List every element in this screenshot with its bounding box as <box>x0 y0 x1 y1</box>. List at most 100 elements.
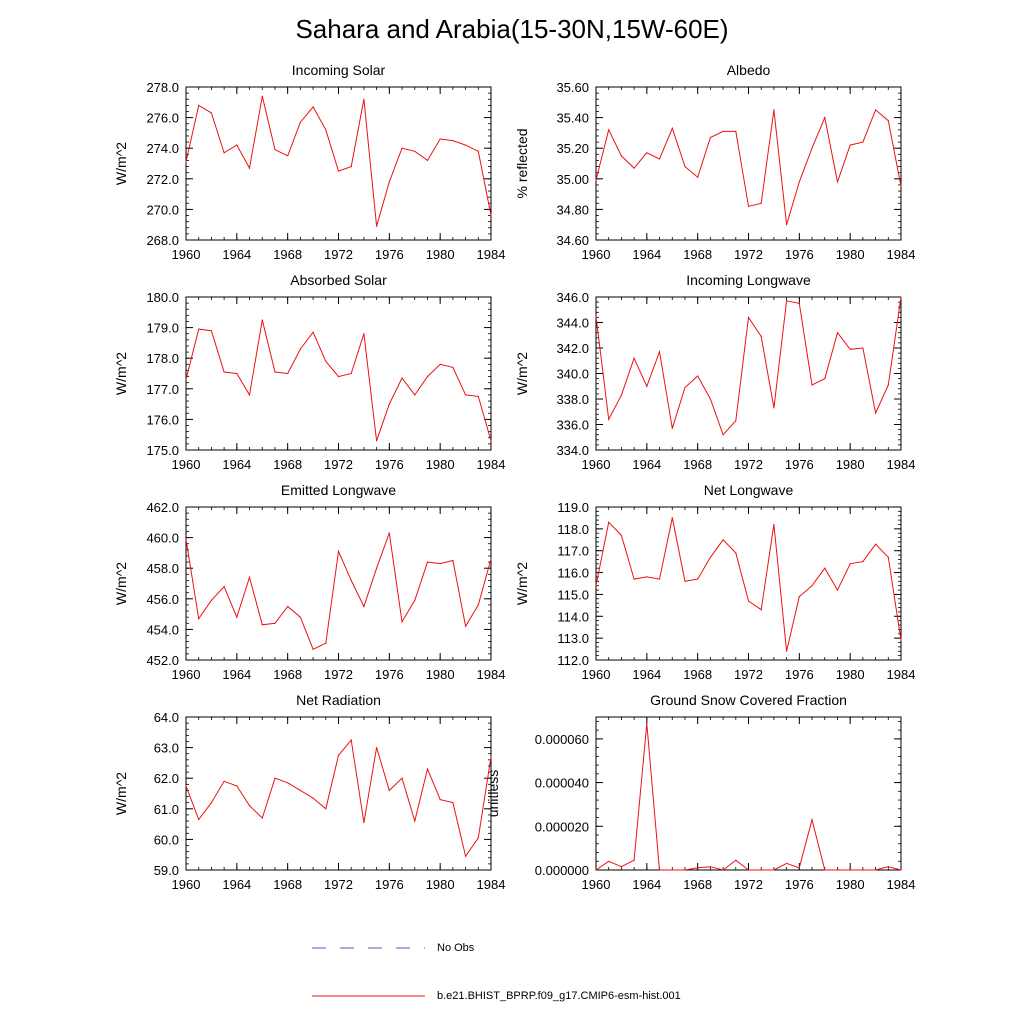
data-point <box>287 372 289 375</box>
panel-title: Albedo <box>727 62 771 78</box>
chart-panel-3: 1960 1964 1968 1972 1976 1980 1984 334.0 336.0 33… <box>514 272 915 472</box>
data-point <box>798 867 800 869</box>
data-point <box>477 837 479 839</box>
data-point <box>439 138 441 140</box>
y-tick-label: 115.0 <box>557 587 589 602</box>
y-tick-label: 454.0 <box>146 622 179 637</box>
y-axis-label: W/m^2 <box>514 562 530 605</box>
y-tick-label: 462.0 <box>146 500 179 515</box>
data-point <box>452 366 454 368</box>
data-point <box>887 384 889 386</box>
y-tick-label: 35.20 <box>556 141 589 156</box>
data-point <box>465 394 467 396</box>
data-point <box>439 563 441 565</box>
x-tick-label: 1976 <box>785 877 814 892</box>
x-tick-label: 1980 <box>426 457 455 472</box>
data-point <box>350 166 352 168</box>
data-point <box>811 384 813 386</box>
x-tick-label: 1972 <box>734 457 763 472</box>
x-tick-label: 1964 <box>632 247 661 262</box>
data-point <box>824 117 826 119</box>
data-point <box>363 605 365 608</box>
data-point <box>849 563 851 565</box>
data-point <box>773 869 775 871</box>
data-point <box>633 859 635 861</box>
x-tick-label: 1968 <box>683 667 712 682</box>
y-tick-label: 176.0 <box>146 412 179 427</box>
data-point <box>900 296 902 298</box>
data-point <box>287 605 289 608</box>
data-point <box>773 109 775 111</box>
x-tick-label: 1960 <box>172 457 201 472</box>
data-point <box>312 331 314 333</box>
data-point <box>325 129 327 131</box>
data-point <box>388 532 390 534</box>
data-point <box>887 120 889 122</box>
y-tick-label: 118.0 <box>557 522 589 537</box>
data-point <box>671 517 673 519</box>
y-tick-label: 0.000020 <box>535 819 589 834</box>
data-point <box>337 376 340 378</box>
data-point <box>747 600 750 602</box>
chart-panel-7: 1960 1964 1968 1972 1976 1980 1984 0.000000 0.00… <box>485 692 915 892</box>
data-point <box>608 418 610 420</box>
y-tick-label: 112.0 <box>557 653 589 668</box>
data-point <box>646 576 648 578</box>
data-point <box>401 777 403 779</box>
y-tick-label: 178.0 <box>146 351 179 366</box>
data-point <box>185 538 187 540</box>
series-line <box>185 319 492 441</box>
data-point <box>709 556 712 558</box>
y-axis-label: unitless <box>485 770 501 817</box>
y-tick-label: 60.0 <box>154 832 179 847</box>
data-point <box>401 147 403 149</box>
data-point <box>426 561 429 563</box>
data-point <box>709 136 712 139</box>
data-point <box>786 862 788 865</box>
data-point <box>836 332 839 334</box>
data-point <box>608 521 610 523</box>
chart-panel-5: 1960 1964 1968 1972 1976 1980 1984 112.0 113.0 11… <box>514 482 915 682</box>
data-point <box>465 855 467 857</box>
data-point <box>477 395 479 397</box>
data-point <box>875 869 877 871</box>
series-line <box>185 532 492 650</box>
data-point <box>490 440 492 442</box>
data-point <box>798 596 800 598</box>
y-tick-label: 272.0 <box>146 172 179 187</box>
series-line <box>185 738 492 858</box>
series-line <box>595 517 902 652</box>
data-point <box>646 723 648 725</box>
data-point <box>299 616 301 618</box>
data-point <box>325 360 327 362</box>
data-point <box>620 534 623 537</box>
data-point <box>646 385 648 387</box>
x-tick-label: 1972 <box>324 247 353 262</box>
x-tick-label: 1972 <box>734 877 763 892</box>
data-point <box>722 539 724 541</box>
data-point <box>210 599 212 601</box>
data-point <box>261 319 263 321</box>
data-point <box>722 434 724 436</box>
data-point <box>414 820 416 822</box>
data-point <box>299 789 301 792</box>
data-point <box>836 869 839 871</box>
data-point <box>875 543 877 545</box>
x-tick-label: 1984 <box>887 667 916 682</box>
chart-panel-1: 1960 1964 1968 1972 1976 1980 1984 34.60 34.80 35… <box>514 62 915 262</box>
data-point <box>185 785 187 787</box>
x-tick-label: 1964 <box>222 667 251 682</box>
data-point <box>760 335 762 338</box>
y-axis-label: % reflected <box>514 128 530 198</box>
y-tick-label: 114.0 <box>557 609 589 624</box>
y-tick-label: 452.0 <box>146 653 179 668</box>
data-point <box>401 377 403 379</box>
data-point <box>887 556 889 558</box>
data-point <box>824 869 826 871</box>
y-tick-label: 59.0 <box>154 863 179 878</box>
x-tick-label: 1964 <box>222 457 251 472</box>
x-tick-label: 1980 <box>836 877 865 892</box>
y-axis-label: W/m^2 <box>113 562 129 605</box>
data-point <box>773 523 775 526</box>
